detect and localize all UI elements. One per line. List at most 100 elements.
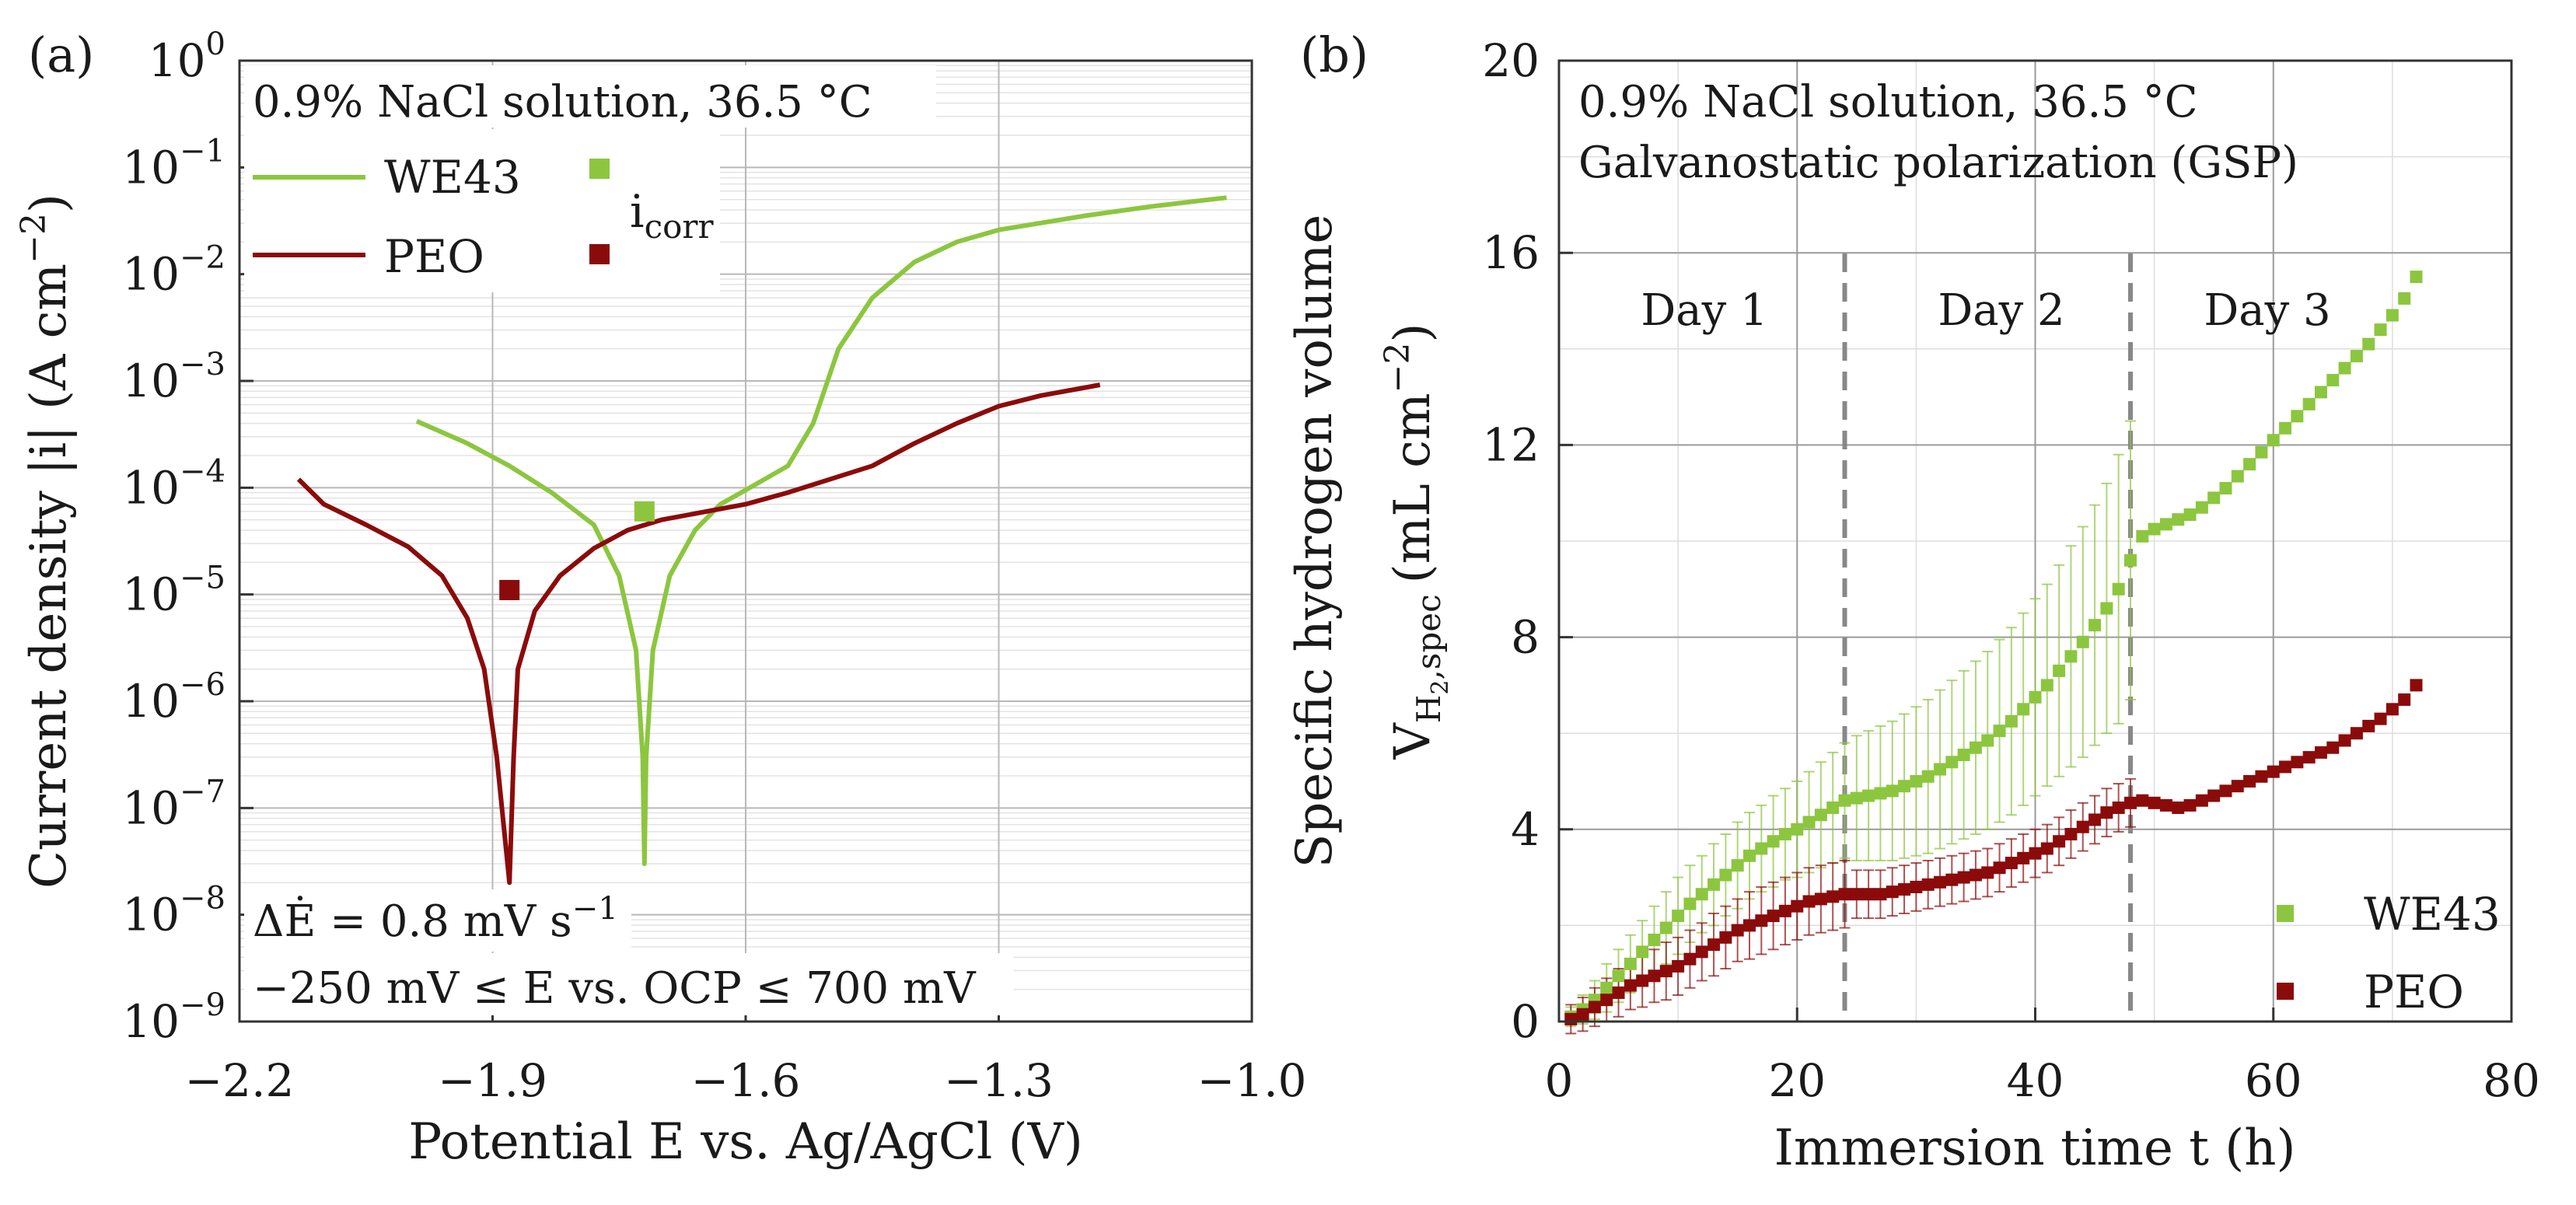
b-x-tick-label: 40 [2007, 1054, 2064, 1107]
day-1-label: Day 1 [1641, 285, 1767, 336]
data-point-we43 [1600, 981, 1613, 994]
data-point-we43 [1850, 791, 1863, 805]
panel-a-series [296, 195, 1227, 885]
data-point-we43 [2362, 337, 2375, 351]
panel-a-ticks: 10010−110−210−310−410−510−610−710−810−9−… [122, 26, 1306, 1107]
data-point-peo [2386, 703, 2399, 716]
data-point-peo [1898, 883, 1911, 896]
data-point-peo [2053, 835, 2066, 848]
data-point-peo [1659, 965, 1672, 978]
data-point-peo [1814, 892, 1827, 906]
data-point-we43 [2207, 491, 2221, 505]
legend-we43-icorr-marker [589, 159, 610, 179]
data-point-peo [2005, 857, 2018, 870]
a-y-tick-label: 10−4 [122, 453, 225, 514]
data-point-peo [1934, 875, 1946, 889]
data-point-peo [1850, 888, 1863, 901]
data-point-we43 [1672, 910, 1685, 923]
data-point-peo [2076, 820, 2089, 833]
data-point-peo [2267, 765, 2280, 778]
panel-a-legend-bg [244, 129, 720, 292]
data-point-we43 [2291, 410, 2304, 423]
data-point-we43 [1755, 842, 1768, 855]
panel-b-x-axis-title: Immersion time t (h) [1774, 1119, 2296, 1177]
data-point-we43 [2267, 434, 2280, 447]
a-y-tick-label: 100 [149, 26, 225, 87]
data-point-peo [2291, 756, 2304, 769]
panel-a-chart: 10010−110−210−310−410−510−610−710−810−9−… [14, 26, 1306, 1171]
legend-b-peo-label: PEO [2364, 966, 2464, 1018]
data-point-we43 [1636, 945, 1649, 959]
a-y-tick-label: 10−6 [122, 667, 225, 728]
data-point-peo [2302, 751, 2316, 764]
data-point-we43 [2100, 602, 2113, 615]
data-point-peo [2159, 798, 2172, 812]
data-point-peo [2207, 789, 2221, 802]
data-point-peo [2255, 770, 2268, 783]
data-point-we43 [2136, 529, 2149, 543]
data-point-peo [1683, 952, 1697, 966]
panel-b-note-solution: 0.9% NaCl solution, 36.5 °C [1578, 77, 2198, 127]
panel-a-x-axis-title: Potential E vs. Ag/AgCl (V) [408, 1113, 1083, 1171]
data-point-we43 [1898, 780, 1911, 793]
legend-we43-label: WE43 [384, 151, 521, 204]
data-point-peo [1981, 866, 1994, 879]
data-point-peo [2338, 734, 2351, 747]
data-point-we43 [2159, 518, 2172, 531]
legend-b-we43-label: WE43 [2364, 888, 2501, 941]
data-point-we43 [2231, 470, 2244, 483]
data-point-peo [1707, 938, 1721, 952]
data-point-peo [2410, 679, 2423, 692]
data-point-peo [2231, 780, 2244, 793]
data-point-peo [1719, 931, 1732, 944]
data-point-we43 [2219, 482, 2232, 495]
b-x-tick-label: 80 [2483, 1054, 2540, 1107]
a-x-tick-label: −1.3 [944, 1054, 1054, 1107]
data-point-we43 [2040, 679, 2053, 692]
data-point-we43 [1838, 794, 1851, 807]
data-point-we43 [2148, 522, 2161, 536]
data-point-we43 [2088, 619, 2102, 632]
panel-a-note-rate: ΔĖ = 0.8 mV s−1 [253, 891, 618, 947]
data-point-we43 [1612, 969, 1625, 983]
data-point-we43 [2183, 508, 2197, 522]
data-point-we43 [2112, 582, 2125, 596]
data-point-peo [1648, 969, 1661, 983]
panel-b-label: (b) [1300, 26, 1368, 83]
data-point-we43 [1826, 801, 1840, 814]
a-y-tick-label: 10−1 [122, 133, 225, 194]
data-point-peo [2350, 727, 2363, 740]
data-point-we43 [2017, 703, 2030, 716]
data-point-peo [1600, 994, 1613, 1007]
panel-b-series [1564, 271, 2423, 1035]
data-point-peo [1957, 871, 1970, 884]
panel-a-label: (a) [28, 26, 94, 83]
data-point-we43 [2064, 650, 2078, 663]
data-point-peo [1993, 861, 2006, 875]
data-point-we43 [1624, 957, 1637, 970]
data-point-we43 [1934, 763, 1946, 776]
a-y-tick-label: 10−5 [122, 561, 225, 621]
icorr-marker-peo [499, 579, 520, 600]
b-y-tick-label: 16 [1482, 226, 1540, 279]
data-point-we43 [1648, 933, 1661, 946]
data-point-peo [1636, 974, 1649, 987]
series-we43-line [415, 195, 1227, 867]
data-point-peo [1921, 878, 1935, 891]
data-point-we43 [1957, 749, 1970, 762]
data-point-peo [1767, 910, 1780, 923]
data-point-peo [2326, 741, 2340, 754]
data-point-peo [1945, 873, 1959, 886]
data-point-peo [1624, 979, 1637, 992]
data-point-we43 [2124, 554, 2137, 567]
a-y-tick-label: 10−8 [122, 881, 225, 941]
data-point-peo [2040, 842, 2053, 855]
data-point-peo [2148, 796, 2161, 809]
b-y-tick-label: 4 [1511, 803, 1540, 856]
a-y-tick-label: 10−2 [122, 240, 225, 301]
data-point-we43 [2302, 397, 2316, 410]
data-point-we43 [1659, 921, 1672, 934]
data-point-we43 [2053, 664, 2066, 677]
data-point-we43 [2076, 635, 2089, 648]
data-point-we43 [2029, 690, 2042, 704]
